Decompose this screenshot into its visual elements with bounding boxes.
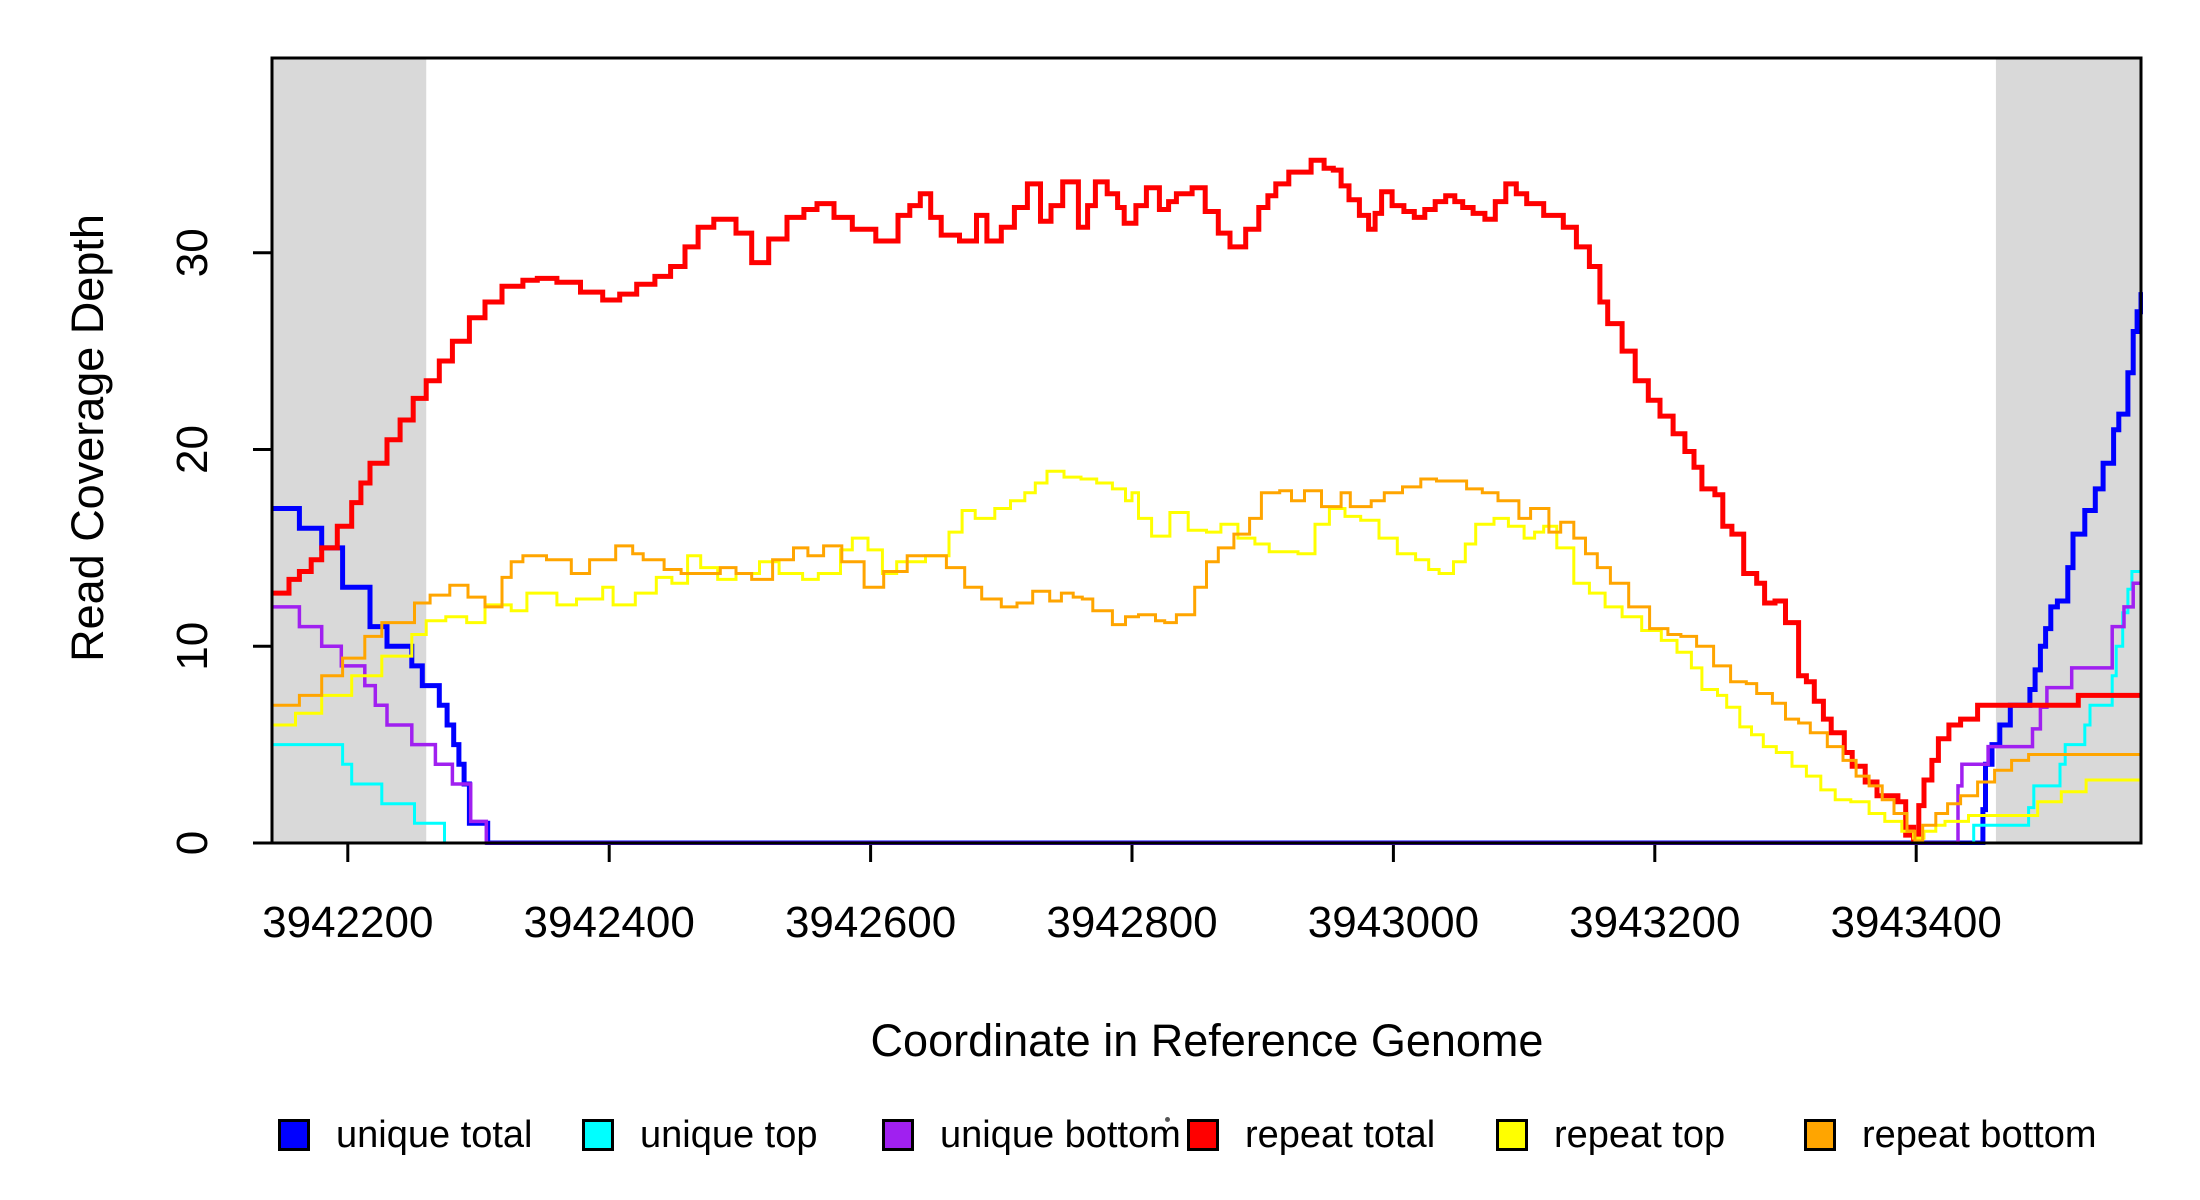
series-line-repeat-top xyxy=(272,469,2141,840)
axes: 3942200 3942400 3942600 3942800 3943000 39432… xyxy=(168,228,2002,947)
legend-item-unique-total: unique total xyxy=(278,1107,533,1163)
x-tick-label: 3943200 xyxy=(1569,898,1740,947)
series-line-repeat-total xyxy=(272,157,2141,844)
legend-label: repeat top xyxy=(1554,1113,1726,1156)
legend-label: unique bottom xyxy=(940,1113,1181,1156)
repeat-total-swatch-icon xyxy=(1187,1119,1219,1151)
repeat-bottom-swatch-icon xyxy=(1804,1119,1836,1151)
masked-region-shading xyxy=(272,58,2141,843)
legend-item-repeat-total: repeat total xyxy=(1187,1107,1435,1163)
series-lines xyxy=(272,157,2143,845)
x-tick-label: 3943400 xyxy=(1831,898,2002,947)
legend-label: repeat bottom xyxy=(1862,1113,2097,1156)
legend-label: repeat total xyxy=(1245,1113,1436,1156)
x-tick-label: 3942600 xyxy=(785,898,956,947)
y-axis-title: Read Coverage Depth xyxy=(62,214,113,662)
legend-item-unique-top: unique top xyxy=(582,1107,818,1163)
legend-item-unique-bottom: unique bottom xyxy=(882,1107,1181,1163)
legend-label: unique top xyxy=(640,1113,818,1156)
series-line-unique-total xyxy=(272,292,2143,845)
chart-legend: unique total unique top unique bottom re… xyxy=(0,1107,2200,1163)
shaded-region xyxy=(1995,58,2141,843)
repeat-top-swatch-icon xyxy=(1496,1119,1528,1151)
stray-dot-mark xyxy=(1165,1117,1170,1122)
legend-item-repeat-top: repeat top xyxy=(1496,1107,1725,1163)
x-tick-label: 3942800 xyxy=(1046,898,1217,947)
x-tick-label: 3942400 xyxy=(524,898,695,947)
unique-total-swatch-icon xyxy=(278,1119,310,1151)
series-line-repeat-bottom xyxy=(272,477,2141,843)
y-tick-label: 0 xyxy=(168,831,217,855)
series-line-unique-bottom xyxy=(272,581,2141,845)
series-line-unique-top xyxy=(272,570,2141,845)
plot-box-border xyxy=(270,56,2143,845)
x-axis-title: Coordinate in Reference Genome xyxy=(871,1015,1544,1066)
y-tick-label: 30 xyxy=(168,228,217,277)
x-tick-label: 3943000 xyxy=(1308,898,1479,947)
legend-label: unique total xyxy=(336,1113,533,1156)
y-tick-label: 10 xyxy=(168,622,217,671)
legend-item-repeat-bottom: repeat bottom xyxy=(1804,1107,2096,1163)
x-tick-label: 3942200 xyxy=(262,898,433,947)
unique-top-swatch-icon xyxy=(582,1119,614,1151)
y-tick-label: 20 xyxy=(168,425,217,474)
unique-bottom-swatch-icon xyxy=(882,1119,914,1151)
